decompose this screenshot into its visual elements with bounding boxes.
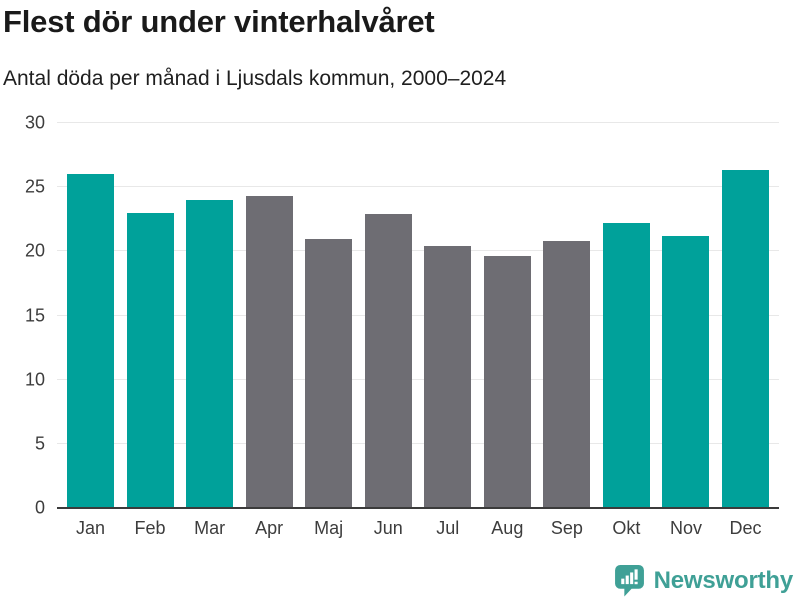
newsworthy-speech-bubble-bar-chart-icon (614, 565, 644, 597)
gridline (57, 186, 779, 188)
brand-footer: Newsworthy (613, 564, 793, 597)
plot-area (57, 122, 779, 509)
gridline (57, 122, 779, 123)
bar-jan (67, 174, 114, 508)
x-tick-label: Sep (550, 518, 583, 538)
x-axis-line (57, 507, 779, 509)
x-tick-label: Dec (729, 518, 762, 538)
bar-jun (364, 214, 412, 508)
y-tick-label: 15 (24, 305, 45, 325)
bar-apr (245, 196, 293, 508)
x-tick-label: Mar (194, 518, 226, 538)
x-tick-label: Feb (134, 518, 166, 538)
bar-aug (483, 256, 531, 508)
bar-feb (126, 212, 174, 508)
y-tick-label: 30 (24, 112, 45, 133)
logo-bubble-shape (614, 565, 644, 597)
x-tick-label: Jun (373, 518, 403, 538)
bar-maj (305, 238, 353, 508)
bar-mar (186, 200, 234, 508)
brand-name: Newsworthy (653, 566, 794, 594)
x-tick-label: Nov (669, 518, 702, 538)
x-tick-label: Aug (491, 518, 524, 538)
y-axis-labels: 0 5 10 15 20 25 30 (0, 113, 45, 518)
chart-title: Flest dör under vinterhalvåret (3, 4, 435, 39)
bar-sep (543, 241, 591, 508)
chart-subtitle: Antal döda per månad i Ljusdals kommun, … (3, 67, 507, 90)
x-tick-label: Maj (314, 518, 344, 538)
gridline (57, 378, 779, 380)
x-tick-label: Jul (436, 518, 460, 538)
gridline (57, 250, 779, 252)
x-tick-label: Okt (612, 518, 641, 538)
y-tick-label: 0 (34, 497, 45, 518)
gridline (57, 442, 779, 444)
y-tick-label: 20 (24, 240, 45, 261)
bar-jul (424, 246, 472, 508)
bar-okt (602, 223, 650, 508)
gridline (57, 314, 779, 316)
x-tick-label: Jan (75, 518, 106, 538)
y-tick-label: 25 (24, 176, 45, 197)
bar-nov (662, 235, 710, 508)
x-axis-labels: Jan Feb Mar Apr Maj Jun Jul Aug Sep Okt Nov Dec (57, 518, 779, 544)
bar-dec (722, 170, 769, 508)
y-tick-label: 10 (24, 369, 45, 390)
y-tick-label: 5 (34, 433, 45, 454)
x-tick-label: Apr (255, 518, 284, 538)
